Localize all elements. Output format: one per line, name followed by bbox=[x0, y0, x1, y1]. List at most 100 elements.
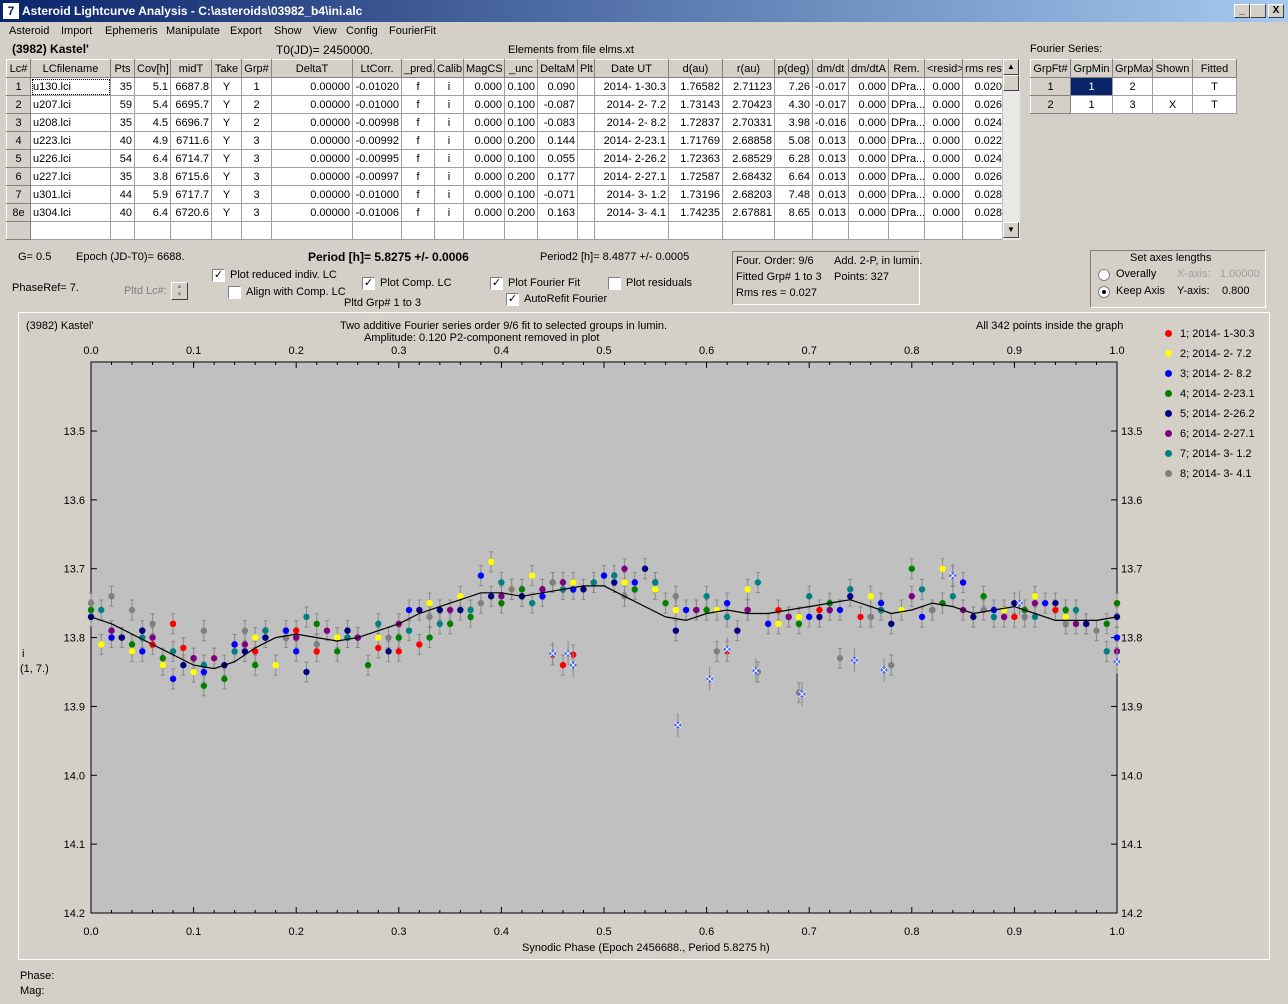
table-cell[interactable]: Y bbox=[212, 114, 242, 132]
table-cell[interactable]: -0.00992 bbox=[353, 132, 402, 150]
table-cell[interactable]: 1.72363 bbox=[669, 150, 723, 168]
x-axis-value[interactable]: 1.00000 bbox=[1220, 268, 1260, 280]
table-cell[interactable]: 0.000 bbox=[464, 96, 505, 114]
column-header[interactable]: LCfilename bbox=[31, 60, 111, 78]
table-cell[interactable]: 0.000 bbox=[925, 204, 963, 222]
table-cell[interactable]: 7.48 bbox=[775, 186, 813, 204]
table-cell[interactable]: T bbox=[1193, 78, 1237, 96]
column-header[interactable]: Date UT bbox=[595, 60, 669, 78]
table-cell[interactable]: 0.200 bbox=[505, 132, 538, 150]
table-cell[interactable]: 0.100 bbox=[505, 96, 538, 114]
period2-label[interactable]: Period2 [h]= 8.4877 +/- 0.0005 bbox=[540, 251, 689, 263]
table-cell[interactable]: 0.100 bbox=[505, 114, 538, 132]
table-cell[interactable]: 2 bbox=[242, 114, 272, 132]
table-cell[interactable]: 3 bbox=[7, 114, 31, 132]
table-cell[interactable]: 0.100 bbox=[505, 186, 538, 204]
table-cell[interactable]: 0.100 bbox=[505, 78, 538, 96]
table-cell[interactable]: 1.76582 bbox=[669, 78, 723, 96]
pltd-lc-spinner[interactable]: ▲ ▼ bbox=[171, 282, 188, 300]
table-cell[interactable]: 0.000 bbox=[464, 204, 505, 222]
table-cell[interactable] bbox=[889, 222, 925, 240]
column-header[interactable]: _unc bbox=[505, 60, 538, 78]
table-cell[interactable]: 0.177 bbox=[538, 168, 578, 186]
table-cell[interactable]: 1 bbox=[1071, 96, 1113, 114]
plot-residuals-checkbox[interactable] bbox=[608, 277, 621, 290]
plot-reduced-checkbox[interactable]: ✓ bbox=[212, 269, 225, 282]
table-cell[interactable]: 0.000 bbox=[925, 150, 963, 168]
minimize-button[interactable]: _ bbox=[1234, 4, 1250, 18]
table-cell[interactable]: 1.71769 bbox=[669, 132, 723, 150]
table-cell[interactable] bbox=[435, 222, 464, 240]
table-cell[interactable]: f bbox=[402, 168, 435, 186]
column-header[interactable]: GrpMax bbox=[1113, 60, 1153, 78]
table-row[interactable]: 112T bbox=[1031, 78, 1237, 96]
table-cell[interactable]: 0.100 bbox=[505, 150, 538, 168]
table-cell[interactable]: 6.28 bbox=[775, 150, 813, 168]
table-cell[interactable]: 2 bbox=[7, 96, 31, 114]
table-cell[interactable]: Y bbox=[212, 186, 242, 204]
table-cell[interactable]: 0.000 bbox=[464, 114, 505, 132]
table-cell[interactable]: 1.72587 bbox=[669, 168, 723, 186]
table-cell[interactable]: 2014- 2-27.1 bbox=[595, 168, 669, 186]
table-cell[interactable]: 0.144 bbox=[538, 132, 578, 150]
table-cell[interactable] bbox=[353, 222, 402, 240]
menu-import[interactable]: Import bbox=[61, 25, 92, 37]
table-cell[interactable]: 35 bbox=[111, 78, 135, 96]
table-cell[interactable]: 0.000 bbox=[925, 132, 963, 150]
table-cell[interactable]: 2.67881 bbox=[723, 204, 775, 222]
column-header[interactable]: Fitted bbox=[1193, 60, 1237, 78]
overally-radio[interactable] bbox=[1098, 269, 1110, 281]
table-cell[interactable]: 0.013 bbox=[813, 132, 849, 150]
table-cell[interactable]: u301.lci bbox=[31, 186, 111, 204]
table-cell[interactable] bbox=[7, 222, 31, 240]
table-cell[interactable]: -0.016 bbox=[813, 114, 849, 132]
table-cell[interactable]: 0.00000 bbox=[272, 132, 353, 150]
table-cell[interactable] bbox=[925, 222, 963, 240]
table-cell[interactable]: 0.000 bbox=[925, 186, 963, 204]
table-cell[interactable]: 0.00000 bbox=[272, 150, 353, 168]
keep-axis-radio[interactable] bbox=[1098, 286, 1110, 298]
table-cell[interactable]: 6.4 bbox=[135, 150, 171, 168]
menu-view[interactable]: View bbox=[313, 25, 337, 37]
column-header[interactable]: LtCorr. bbox=[353, 60, 402, 78]
table-cell[interactable]: 2014- 3- 1.2 bbox=[595, 186, 669, 204]
table-cell[interactable]: u226.lci bbox=[31, 150, 111, 168]
table-cell[interactable]: 0.000 bbox=[849, 168, 889, 186]
table-cell[interactable] bbox=[578, 222, 595, 240]
table-cell[interactable]: 1 bbox=[7, 78, 31, 96]
table-cell[interactable]: 0.000 bbox=[849, 78, 889, 96]
table-cell[interactable]: 3.98 bbox=[775, 114, 813, 132]
table-cell[interactable]: 0.028 bbox=[963, 204, 1005, 222]
table-cell[interactable]: 4.5 bbox=[135, 114, 171, 132]
close-button[interactable]: X bbox=[1268, 4, 1284, 18]
table-cell[interactable]: DPra... bbox=[889, 204, 925, 222]
table-cell[interactable]: 6720.6 bbox=[171, 204, 212, 222]
table-cell[interactable]: 0.000 bbox=[925, 168, 963, 186]
table-cell[interactable]: 0.163 bbox=[538, 204, 578, 222]
table-cell[interactable]: 40 bbox=[111, 204, 135, 222]
table-cell[interactable]: -0.071 bbox=[538, 186, 578, 204]
table-cell[interactable]: 0.000 bbox=[849, 204, 889, 222]
table-cell[interactable]: -0.087 bbox=[538, 96, 578, 114]
table-cell[interactable]: 4.30 bbox=[775, 96, 813, 114]
column-header[interactable]: midT bbox=[171, 60, 212, 78]
table-cell[interactable]: T bbox=[1193, 96, 1237, 114]
table-cell[interactable]: DPra... bbox=[889, 78, 925, 96]
table-cell[interactable]: 1.74235 bbox=[669, 204, 723, 222]
plot-fourier-checkbox[interactable]: ✓ bbox=[490, 277, 503, 290]
table-cell[interactable]: i bbox=[435, 168, 464, 186]
table-cell[interactable]: 0.00000 bbox=[272, 78, 353, 96]
table-cell[interactable]: 0.000 bbox=[849, 132, 889, 150]
column-header[interactable]: Pts bbox=[111, 60, 135, 78]
table-cell[interactable]: 0.026 bbox=[963, 168, 1005, 186]
table-cell[interactable] bbox=[578, 114, 595, 132]
table-cell[interactable]: 6687.8 bbox=[171, 78, 212, 96]
table-cell[interactable]: 0.00000 bbox=[272, 168, 353, 186]
table-cell[interactable]: 3 bbox=[242, 186, 272, 204]
table-cell[interactable]: u227.lci bbox=[31, 168, 111, 186]
table-cell[interactable]: f bbox=[402, 114, 435, 132]
table-cell[interactable] bbox=[212, 222, 242, 240]
table-cell[interactable]: i bbox=[435, 96, 464, 114]
column-header[interactable]: DeltaT bbox=[272, 60, 353, 78]
table-cell[interactable]: Y bbox=[212, 150, 242, 168]
